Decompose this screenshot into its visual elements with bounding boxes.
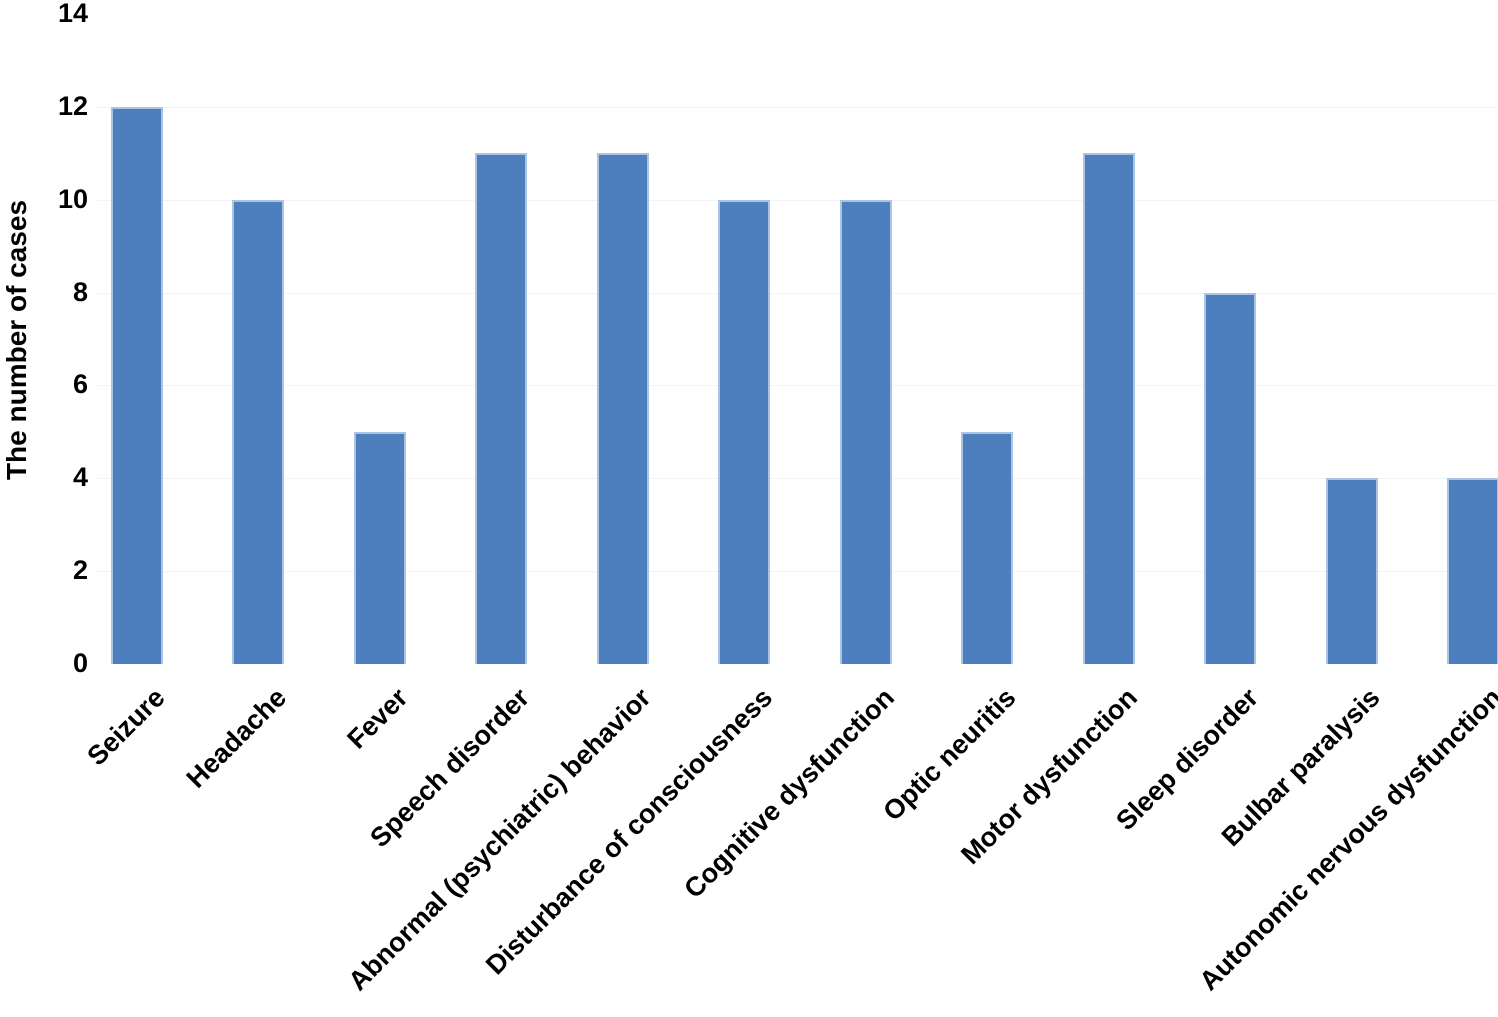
y-tick-label: 0: [72, 647, 88, 678]
x-category-label: Seizure: [81, 682, 171, 772]
x-category-label: Fever: [341, 682, 414, 755]
gridline: [97, 385, 1498, 386]
bar: [354, 432, 406, 664]
bar: [475, 153, 527, 664]
y-tick-label: 14: [57, 0, 88, 28]
bar: [597, 153, 649, 664]
gridline: [97, 571, 1498, 572]
bar: [961, 432, 1013, 664]
bar: [1447, 478, 1498, 664]
bar: [111, 107, 163, 664]
bar: [1204, 293, 1256, 664]
gridline: [97, 107, 1498, 108]
y-tick-label: 12: [57, 90, 88, 121]
y-axis-title: The number of cases: [1, 199, 32, 481]
gridline: [97, 200, 1498, 201]
gridline: [97, 293, 1498, 294]
gridline: [97, 478, 1498, 479]
x-category-label: Headache: [181, 682, 293, 794]
bar: [840, 200, 892, 664]
y-tick-label: 8: [72, 276, 88, 307]
x-category-label: Cognitive dysfunction: [677, 682, 900, 904]
y-tick-label: 10: [57, 183, 88, 214]
bar: [718, 200, 770, 664]
y-tick-label: 4: [72, 461, 88, 492]
y-tick-label: 6: [72, 368, 88, 399]
bar: [232, 200, 284, 664]
bar: [1326, 478, 1378, 664]
bar: [1083, 153, 1135, 664]
y-tick-label: 2: [72, 554, 88, 585]
